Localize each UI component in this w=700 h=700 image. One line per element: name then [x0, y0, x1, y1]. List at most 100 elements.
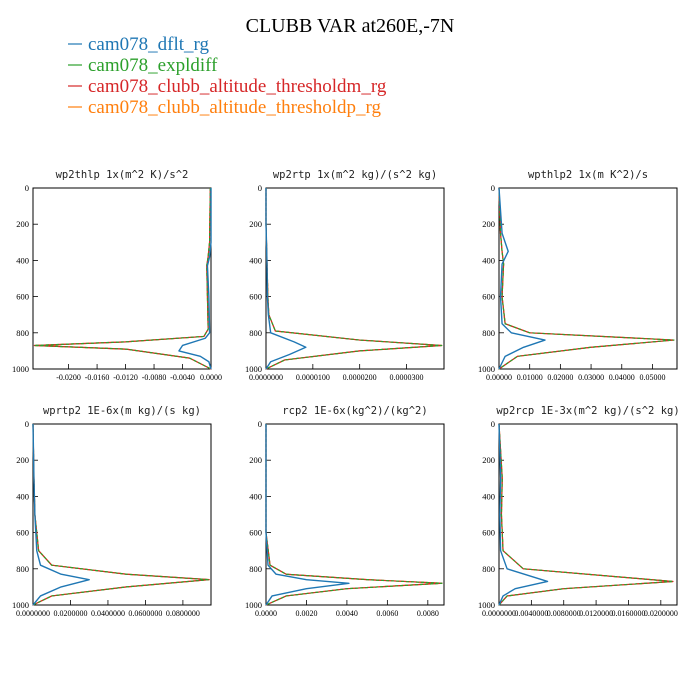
y-tick-label: 0 — [491, 183, 495, 193]
x-tick-label: -0.0200 — [56, 373, 81, 382]
x-tick-label: 0.0040000 — [514, 609, 548, 618]
y-tick-label: 0 — [258, 183, 262, 193]
series-line — [498, 187, 546, 370]
x-tick-label: -0.0160 — [85, 373, 110, 382]
legend-label: cam078_expldiff — [88, 55, 218, 76]
y-tick-label: 1000 — [478, 600, 495, 610]
x-tick-label: 0.0040 — [336, 609, 358, 618]
y-tick-label: 0 — [491, 419, 495, 429]
panel-title: wp2rtp 1x(m^2 kg)/(s^2 kg) — [273, 169, 437, 181]
series-line — [32, 423, 210, 606]
x-tick-label: 0.0000 — [255, 609, 277, 618]
y-tick-label: 400 — [249, 255, 262, 265]
legend-label: cam078_dflt_rg — [88, 34, 210, 55]
x-tick-label: 0.0120000 — [579, 609, 613, 618]
x-tick-label: 0.0000000 — [482, 609, 516, 618]
y-tick-label: 1000 — [245, 600, 262, 610]
y-tick-label: 800 — [16, 564, 29, 574]
y-tick-label: 600 — [482, 292, 495, 302]
y-tick-label: 800 — [249, 328, 262, 338]
x-tick-label: 0.0000200 — [343, 373, 377, 382]
panel-title: rcp2 1E-6x(kg^2)/(kg^2) — [282, 405, 427, 417]
x-tick-label: 0.0000300 — [390, 373, 424, 382]
y-tick-label: 1000 — [12, 600, 29, 610]
x-tick-label: 0.0000000 — [249, 373, 283, 382]
figure-title: CLUBB VAR at260E,-7N — [246, 15, 455, 37]
chart-panel: wp2rcp 1E-3x(m^2 kg)/(s^2 kg)0 200 400 600 8… — [478, 405, 680, 618]
x-tick-label: -0.0080 — [142, 373, 167, 382]
y-tick-label: 600 — [249, 292, 262, 302]
series-line — [32, 423, 90, 606]
series-line — [33, 187, 212, 370]
x-tick-label: 0.01000 — [517, 373, 543, 382]
x-tick-label: 0.00000 — [486, 373, 512, 382]
x-tick-label: 0.0080000 — [547, 609, 581, 618]
series-line — [498, 423, 549, 606]
y-tick-label: 1000 — [12, 364, 29, 374]
panel-title: wp2thlp 1x(m^2 K)/s^2 — [56, 169, 189, 181]
x-tick-label: 0.0200000 — [644, 609, 678, 618]
x-tick-label: 0.0160000 — [611, 609, 645, 618]
x-tick-label: 0.0800000 — [166, 609, 200, 618]
legend-label: cam078_clubb_altitude_thresholdp_rg — [88, 97, 382, 118]
plot-frame — [265, 187, 445, 370]
y-tick-label: 200 — [482, 219, 495, 229]
x-tick-label: 0.04000 — [609, 373, 635, 382]
x-tick-label: 0.05000 — [639, 373, 665, 382]
y-tick-label: 1000 — [245, 364, 262, 374]
x-tick-label: -0.0120 — [113, 373, 138, 382]
series-line — [498, 187, 675, 370]
y-tick-label: 400 — [16, 255, 29, 265]
y-tick-label: 600 — [16, 528, 29, 538]
x-tick-label: 0.0060 — [376, 609, 398, 618]
chart-panel: wp2thlp 1x(m^2 K)/s^2 0 200 400 600 800 1000 -0… — [12, 169, 222, 382]
y-tick-label: 1000 — [478, 364, 495, 374]
y-tick-label: 200 — [16, 455, 29, 465]
series-line — [498, 423, 674, 606]
y-tick-label: 200 — [249, 219, 262, 229]
y-tick-label: 800 — [482, 564, 495, 574]
y-tick-label: 600 — [482, 528, 495, 538]
x-tick-label: 0.0080 — [417, 609, 439, 618]
chart-panel: rcp2 1E-6x(kg^2)/(kg^2) 0 200 400 600 800 1000… — [245, 405, 445, 618]
y-tick-label: 200 — [482, 455, 495, 465]
panels: wp2thlp 1x(m^2 K)/s^2 0 200 400 600 800 1000 -0… — [12, 169, 680, 618]
x-tick-label: -0.0040 — [170, 373, 195, 382]
series-line — [498, 423, 674, 606]
plot-frame — [498, 187, 678, 370]
chart-panel: wp2rtp 1x(m^2 kg)/(s^2 kg) 0 200 400 600 800 1… — [245, 169, 445, 382]
series-line — [265, 188, 307, 370]
x-tick-label: 0.0000000 — [16, 609, 50, 618]
y-tick-label: 0 — [25, 419, 29, 429]
y-tick-label: 200 — [249, 455, 262, 465]
y-tick-label: 600 — [249, 528, 262, 538]
y-tick-label: 800 — [482, 328, 495, 338]
panel-title: wprtp2 1E-6x(m kg)/(s kg) — [43, 405, 201, 417]
chart-panel: wprtp2 1E-6x(m kg)/(s kg) 0 200 400 600 800 10… — [12, 405, 212, 618]
y-tick-label: 0 — [25, 183, 29, 193]
x-tick-label: 0.02000 — [547, 373, 573, 382]
x-tick-label: 0.03000 — [578, 373, 604, 382]
x-tick-label: 0.0600000 — [128, 609, 162, 618]
series-line — [498, 423, 674, 606]
plot-frame — [32, 187, 212, 370]
panel-title: wpthlp2 1x(m K^2)/s — [528, 169, 648, 181]
chart-panel: wpthlp2 1x(m K^2)/s 0 200 400 600 800 10000.00… — [478, 169, 678, 382]
x-tick-label: 0.0000100 — [296, 373, 330, 382]
y-tick-label: 600 — [16, 292, 29, 302]
y-tick-label: 400 — [482, 255, 495, 265]
x-tick-label: 0.0000 — [200, 373, 222, 382]
series-line — [498, 187, 675, 370]
series-line — [178, 188, 212, 370]
plot-frame — [32, 423, 212, 606]
y-tick-label: 800 — [249, 564, 262, 574]
y-tick-label: 400 — [249, 491, 262, 501]
x-tick-label: 0.0020 — [295, 609, 317, 618]
y-tick-label: 200 — [16, 219, 29, 229]
y-tick-label: 0 — [258, 419, 262, 429]
y-tick-label: 400 — [16, 491, 29, 501]
plot-frame — [498, 423, 678, 606]
panel-title: wp2rcp 1E-3x(m^2 kg)/(s^2 kg) — [496, 405, 679, 417]
